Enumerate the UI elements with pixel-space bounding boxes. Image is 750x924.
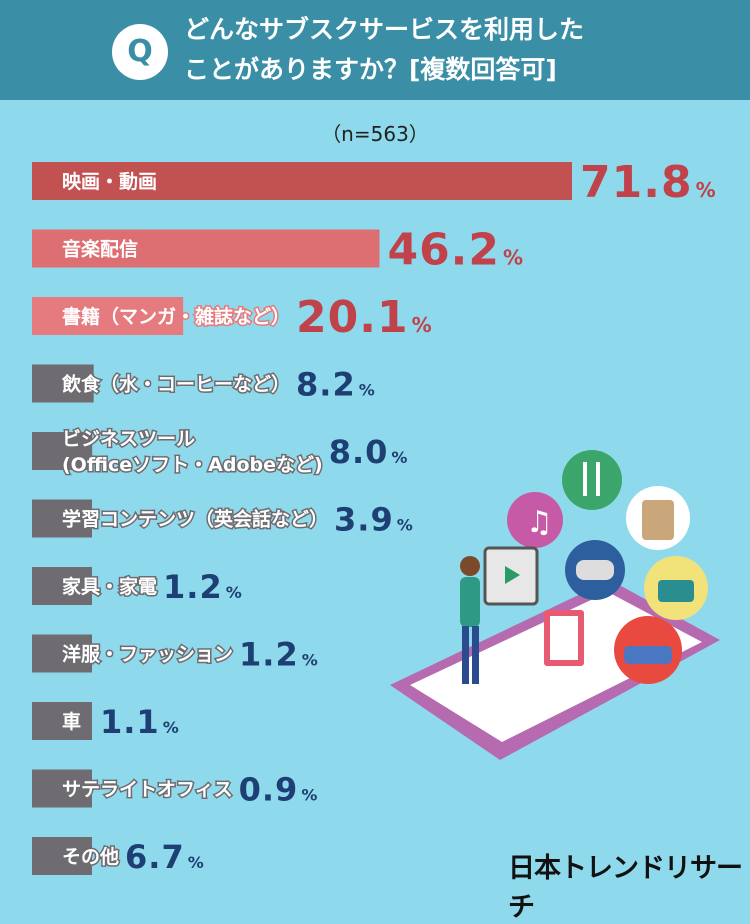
value-unit: % bbox=[696, 178, 716, 202]
question-line-1: どんなサブスクサービスを利用した bbox=[184, 15, 585, 44]
value-label: 6.7 bbox=[125, 838, 185, 876]
bar-label: 飲食（水・コーヒーなど） bbox=[61, 373, 290, 396]
value-label: 1.2 bbox=[163, 568, 223, 606]
bar-label: 音楽配信 bbox=[62, 238, 138, 261]
bar-label: ビジネスツール bbox=[62, 428, 195, 450]
bar bbox=[32, 567, 92, 605]
brand-logo-text: 日本トレンドリサーチ bbox=[508, 853, 743, 923]
cutlery-icon bbox=[562, 450, 622, 510]
bar-label: 洋服・ファッション bbox=[62, 643, 233, 666]
bar-label: 学習コンテンツ（英会話など） bbox=[62, 508, 328, 531]
bar-label: (Officeソフト・Adobeなど) bbox=[62, 454, 323, 476]
value-unit: % bbox=[503, 246, 523, 270]
value-unit: % bbox=[359, 381, 375, 400]
value-label: 20.1 bbox=[296, 292, 409, 343]
bar bbox=[32, 432, 93, 470]
value-unit: % bbox=[301, 786, 317, 805]
person-figure bbox=[460, 556, 480, 576]
bar-label: 映画・動画 bbox=[62, 171, 157, 193]
bar bbox=[32, 364, 94, 403]
bar bbox=[32, 634, 92, 673]
value-unit: % bbox=[226, 583, 242, 602]
bar bbox=[32, 297, 184, 335]
bar bbox=[32, 499, 92, 538]
value-unit: % bbox=[188, 853, 204, 872]
value-label: 46.2 bbox=[387, 225, 500, 276]
bar bbox=[32, 162, 572, 200]
value-label: 71.8 bbox=[580, 157, 693, 208]
value-label: 0.9 bbox=[239, 771, 299, 809]
svg-text:♫: ♫ bbox=[526, 505, 553, 540]
q-badge: Q bbox=[112, 24, 168, 80]
music-icon bbox=[507, 492, 563, 548]
bar-label: その他 bbox=[62, 845, 119, 868]
value-label: 8.2 bbox=[296, 366, 356, 404]
value-unit: % bbox=[302, 651, 318, 670]
bar-label: サテライトオフィス bbox=[62, 779, 233, 801]
bar-label: 書籍（マンガ・雑誌など） bbox=[62, 305, 290, 328]
value-unit: % bbox=[412, 313, 432, 337]
value-label: 1.2 bbox=[239, 636, 299, 674]
value-unit: % bbox=[163, 718, 179, 737]
bar bbox=[32, 769, 92, 808]
question-line-2: ことがありますか？[複数回答可] bbox=[184, 55, 557, 84]
value-label: 8.0 bbox=[329, 433, 389, 471]
value-label: 3.9 bbox=[334, 501, 394, 539]
value-label: 1.1 bbox=[100, 703, 160, 741]
question-text: どんなサブスクサービスを利用した ことがありますか？[複数回答可] bbox=[184, 10, 724, 90]
bar bbox=[32, 837, 92, 875]
value-unit: % bbox=[397, 516, 413, 535]
sample-size-note: （n=563） bbox=[321, 122, 429, 146]
bar-label: 家具・家電 bbox=[62, 575, 157, 598]
bar-label: 車 bbox=[62, 710, 81, 733]
value-unit: % bbox=[391, 448, 407, 467]
bar bbox=[32, 229, 380, 268]
devices-illustration: ♫ bbox=[390, 450, 720, 760]
bar bbox=[32, 702, 92, 740]
question-header: Q どんなサブスクサービスを利用した ことがありますか？[複数回答可] bbox=[0, 0, 750, 100]
